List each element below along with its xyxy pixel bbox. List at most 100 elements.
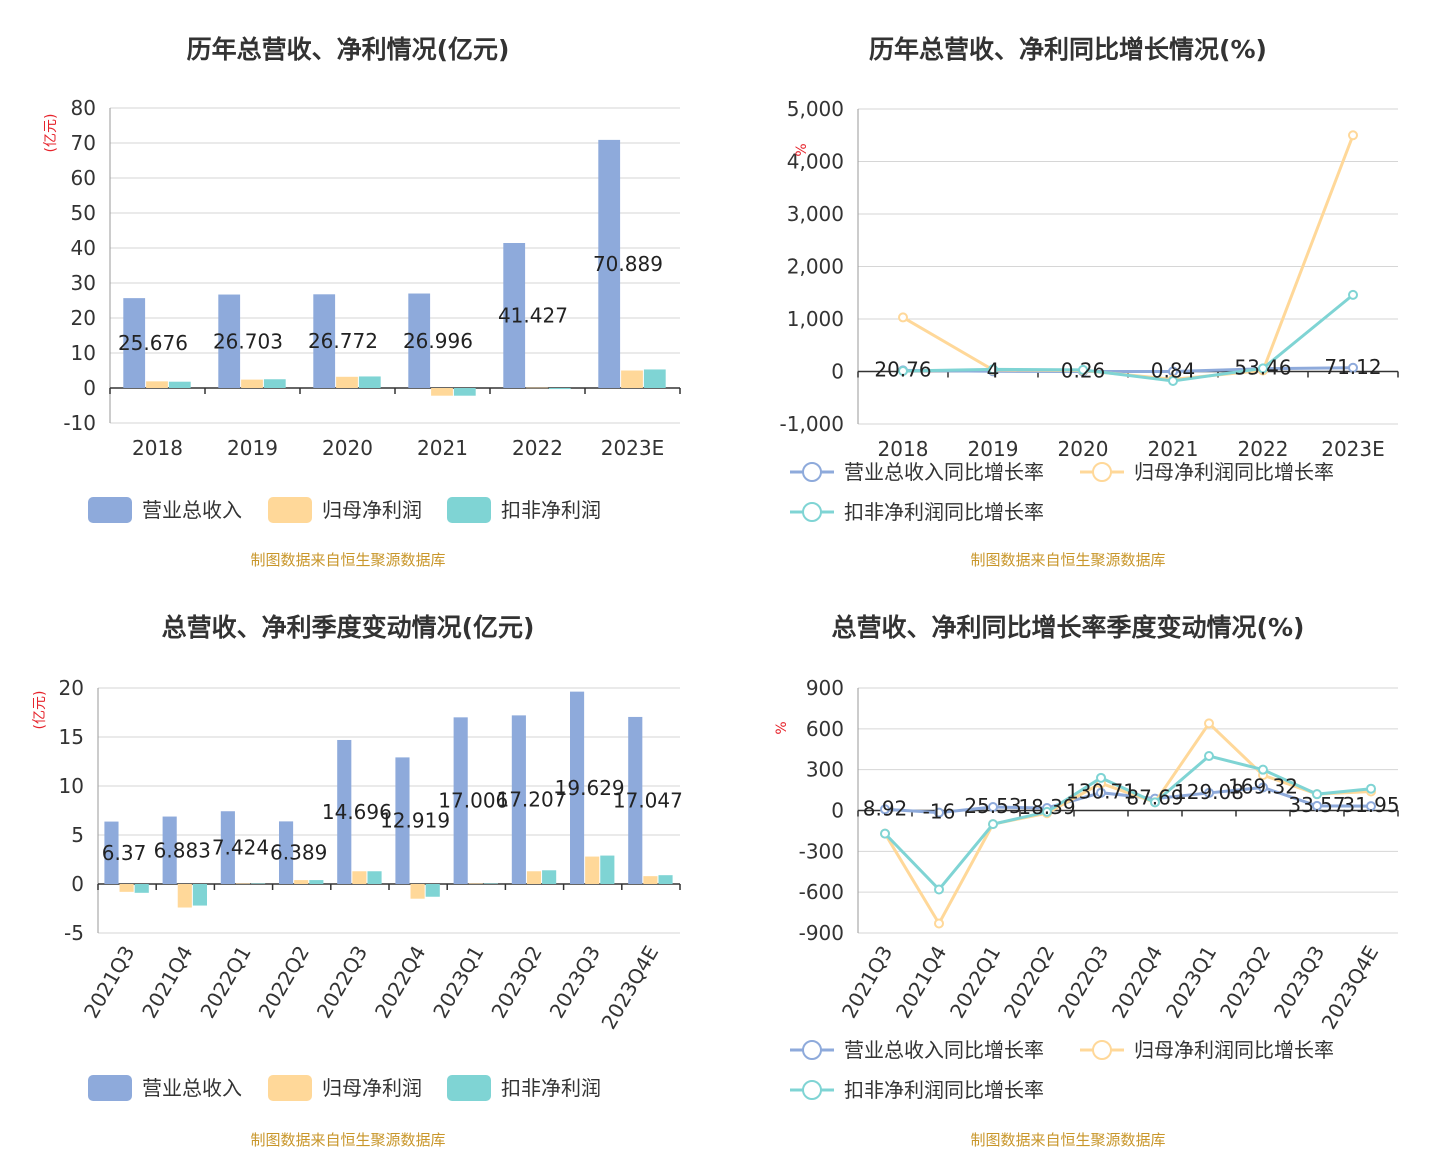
x-tick-label: 2023E xyxy=(1321,437,1385,461)
x-tick-label: 2020 xyxy=(322,436,373,460)
x-tick-label: 2021Q3 xyxy=(79,942,139,1023)
y-unit-label: (亿元) xyxy=(43,114,59,153)
y-unit-label: % xyxy=(794,143,810,156)
y-tick-label: 40 xyxy=(71,236,96,260)
source-note: 制图数据来自恒生聚源数据库 xyxy=(970,551,1165,569)
series-point xyxy=(934,918,944,929)
series-point xyxy=(1204,718,1214,729)
y-tick-label: 4,000 xyxy=(787,150,844,174)
series-point xyxy=(1366,801,1376,812)
bar-revenue xyxy=(337,739,352,884)
legend-marker xyxy=(802,1040,822,1060)
x-tick-label: 2021 xyxy=(1148,437,1199,461)
bar-revenue xyxy=(220,811,235,884)
y-tick-label: 1,000 xyxy=(787,307,844,331)
chart-title: 总营收、净利同比增长率季度变动情况(%) xyxy=(832,613,1305,642)
bar-net-profit xyxy=(431,388,453,396)
data-label: 169.32 xyxy=(1228,774,1298,798)
chart-title: 历年总营收、净利情况(亿元) xyxy=(187,35,510,64)
legend-swatch xyxy=(88,497,132,523)
series-point xyxy=(880,828,890,839)
x-tick-label: 2018 xyxy=(132,436,183,460)
x-tick-label: 2022Q2 xyxy=(254,942,314,1023)
x-tick-label: 2019 xyxy=(227,436,278,460)
series-point xyxy=(1258,782,1268,793)
legend-swatch xyxy=(268,497,312,523)
legend-label: 归母净利润 xyxy=(322,1076,422,1100)
series-point xyxy=(1150,797,1160,808)
data-label: 41.427 xyxy=(498,304,568,328)
bar-net-profit xyxy=(621,370,643,388)
data-label: 20.76 xyxy=(874,357,931,381)
data-label: 71.12 xyxy=(1324,355,1381,379)
data-label: 26.996 xyxy=(403,329,473,353)
series-line xyxy=(902,134,1355,381)
series-point xyxy=(1204,751,1214,762)
x-tick-label: 2020 xyxy=(1058,437,1109,461)
annual_line-svg: 历年总营收、净利同比增长情况(%) -1,000 0 1,000 2,000 3,000 4… xyxy=(780,35,1399,569)
series-point xyxy=(1348,289,1358,300)
series-point xyxy=(1096,787,1106,798)
x-tick-label: 2021Q4 xyxy=(891,942,951,1023)
x-tick-label: 2023Q4E xyxy=(596,942,663,1034)
series-point xyxy=(898,312,908,323)
y-tick-label: 10 xyxy=(59,774,84,798)
x-tick-label: 2022Q3 xyxy=(1053,942,1113,1023)
source-note: 制图数据来自恒生聚源数据库 xyxy=(250,551,445,569)
bar-deducted-profit xyxy=(453,388,476,396)
legend-label: 扣非净利润同比增长率 xyxy=(844,500,1044,524)
legend-swatch xyxy=(447,497,491,523)
series-point xyxy=(1348,362,1358,373)
series-point xyxy=(1312,800,1322,811)
bar-net-profit xyxy=(643,876,658,884)
bar-revenue xyxy=(453,717,468,884)
series-point xyxy=(1078,364,1088,375)
y-tick-label: 300 xyxy=(806,758,844,782)
bar-net-profit xyxy=(336,376,358,388)
x-tick-label: 2023Q2 xyxy=(1215,942,1275,1023)
bar-net-profit xyxy=(294,880,309,884)
legend-marker xyxy=(1092,462,1112,482)
series-point xyxy=(1168,375,1178,386)
data-label: 6.883 xyxy=(154,838,211,862)
series-line xyxy=(884,785,1372,815)
bar-revenue xyxy=(104,821,119,884)
data-label: 4 xyxy=(987,358,1000,382)
series-point xyxy=(934,884,944,895)
data-label: 7.424 xyxy=(212,836,269,860)
legend: 营业总收入 归母净利润 扣非净利润 xyxy=(88,1075,601,1101)
y-unit-label: % xyxy=(774,721,790,734)
series-point xyxy=(1204,787,1214,798)
y-tick-label: 0 xyxy=(71,872,84,896)
y-tick-label: -1,000 xyxy=(780,412,844,436)
bar-deducted-profit xyxy=(643,369,666,388)
x-tick-label: 2023Q3 xyxy=(545,942,605,1023)
legend-label: 营业总收入同比增长率 xyxy=(844,1038,1044,1062)
legend-label: 扣非净利润同比增长率 xyxy=(844,1078,1044,1102)
bar-net-profit xyxy=(352,871,367,884)
y-tick-label: 600 xyxy=(806,717,844,741)
bar-deducted-profit xyxy=(251,883,266,885)
series-point xyxy=(1258,363,1268,374)
data-label: 6.389 xyxy=(270,841,327,865)
legend-label: 扣非净利润 xyxy=(501,498,601,522)
bar-revenue xyxy=(395,757,410,884)
annual_bar-svg: 历年总营收、净利情况(亿元) -10 0 10 20 30 40 50 60 70 80 (亿元) 20… xyxy=(43,35,681,569)
y-tick-label: -600 xyxy=(799,880,844,904)
legend-swatch xyxy=(447,1075,491,1101)
bar-revenue xyxy=(408,293,431,388)
y-tick-label: -10 xyxy=(63,411,96,435)
x-tick-label: 2021 xyxy=(417,436,468,460)
y-tick-label: 15 xyxy=(59,725,84,749)
x-tick-label: 2023Q1 xyxy=(1161,942,1221,1023)
x-tick-label: 2022Q3 xyxy=(312,942,372,1023)
x-tick-label: 2021Q4 xyxy=(137,942,197,1023)
source-note: 制图数据来自恒生聚源数据库 xyxy=(250,1131,445,1149)
series-point xyxy=(934,807,944,818)
bar-deducted-profit xyxy=(600,855,615,884)
bar-revenue xyxy=(570,691,585,884)
bar-net-profit xyxy=(585,856,600,884)
bar-deducted-profit xyxy=(309,880,324,884)
legend-marker xyxy=(802,1080,822,1100)
